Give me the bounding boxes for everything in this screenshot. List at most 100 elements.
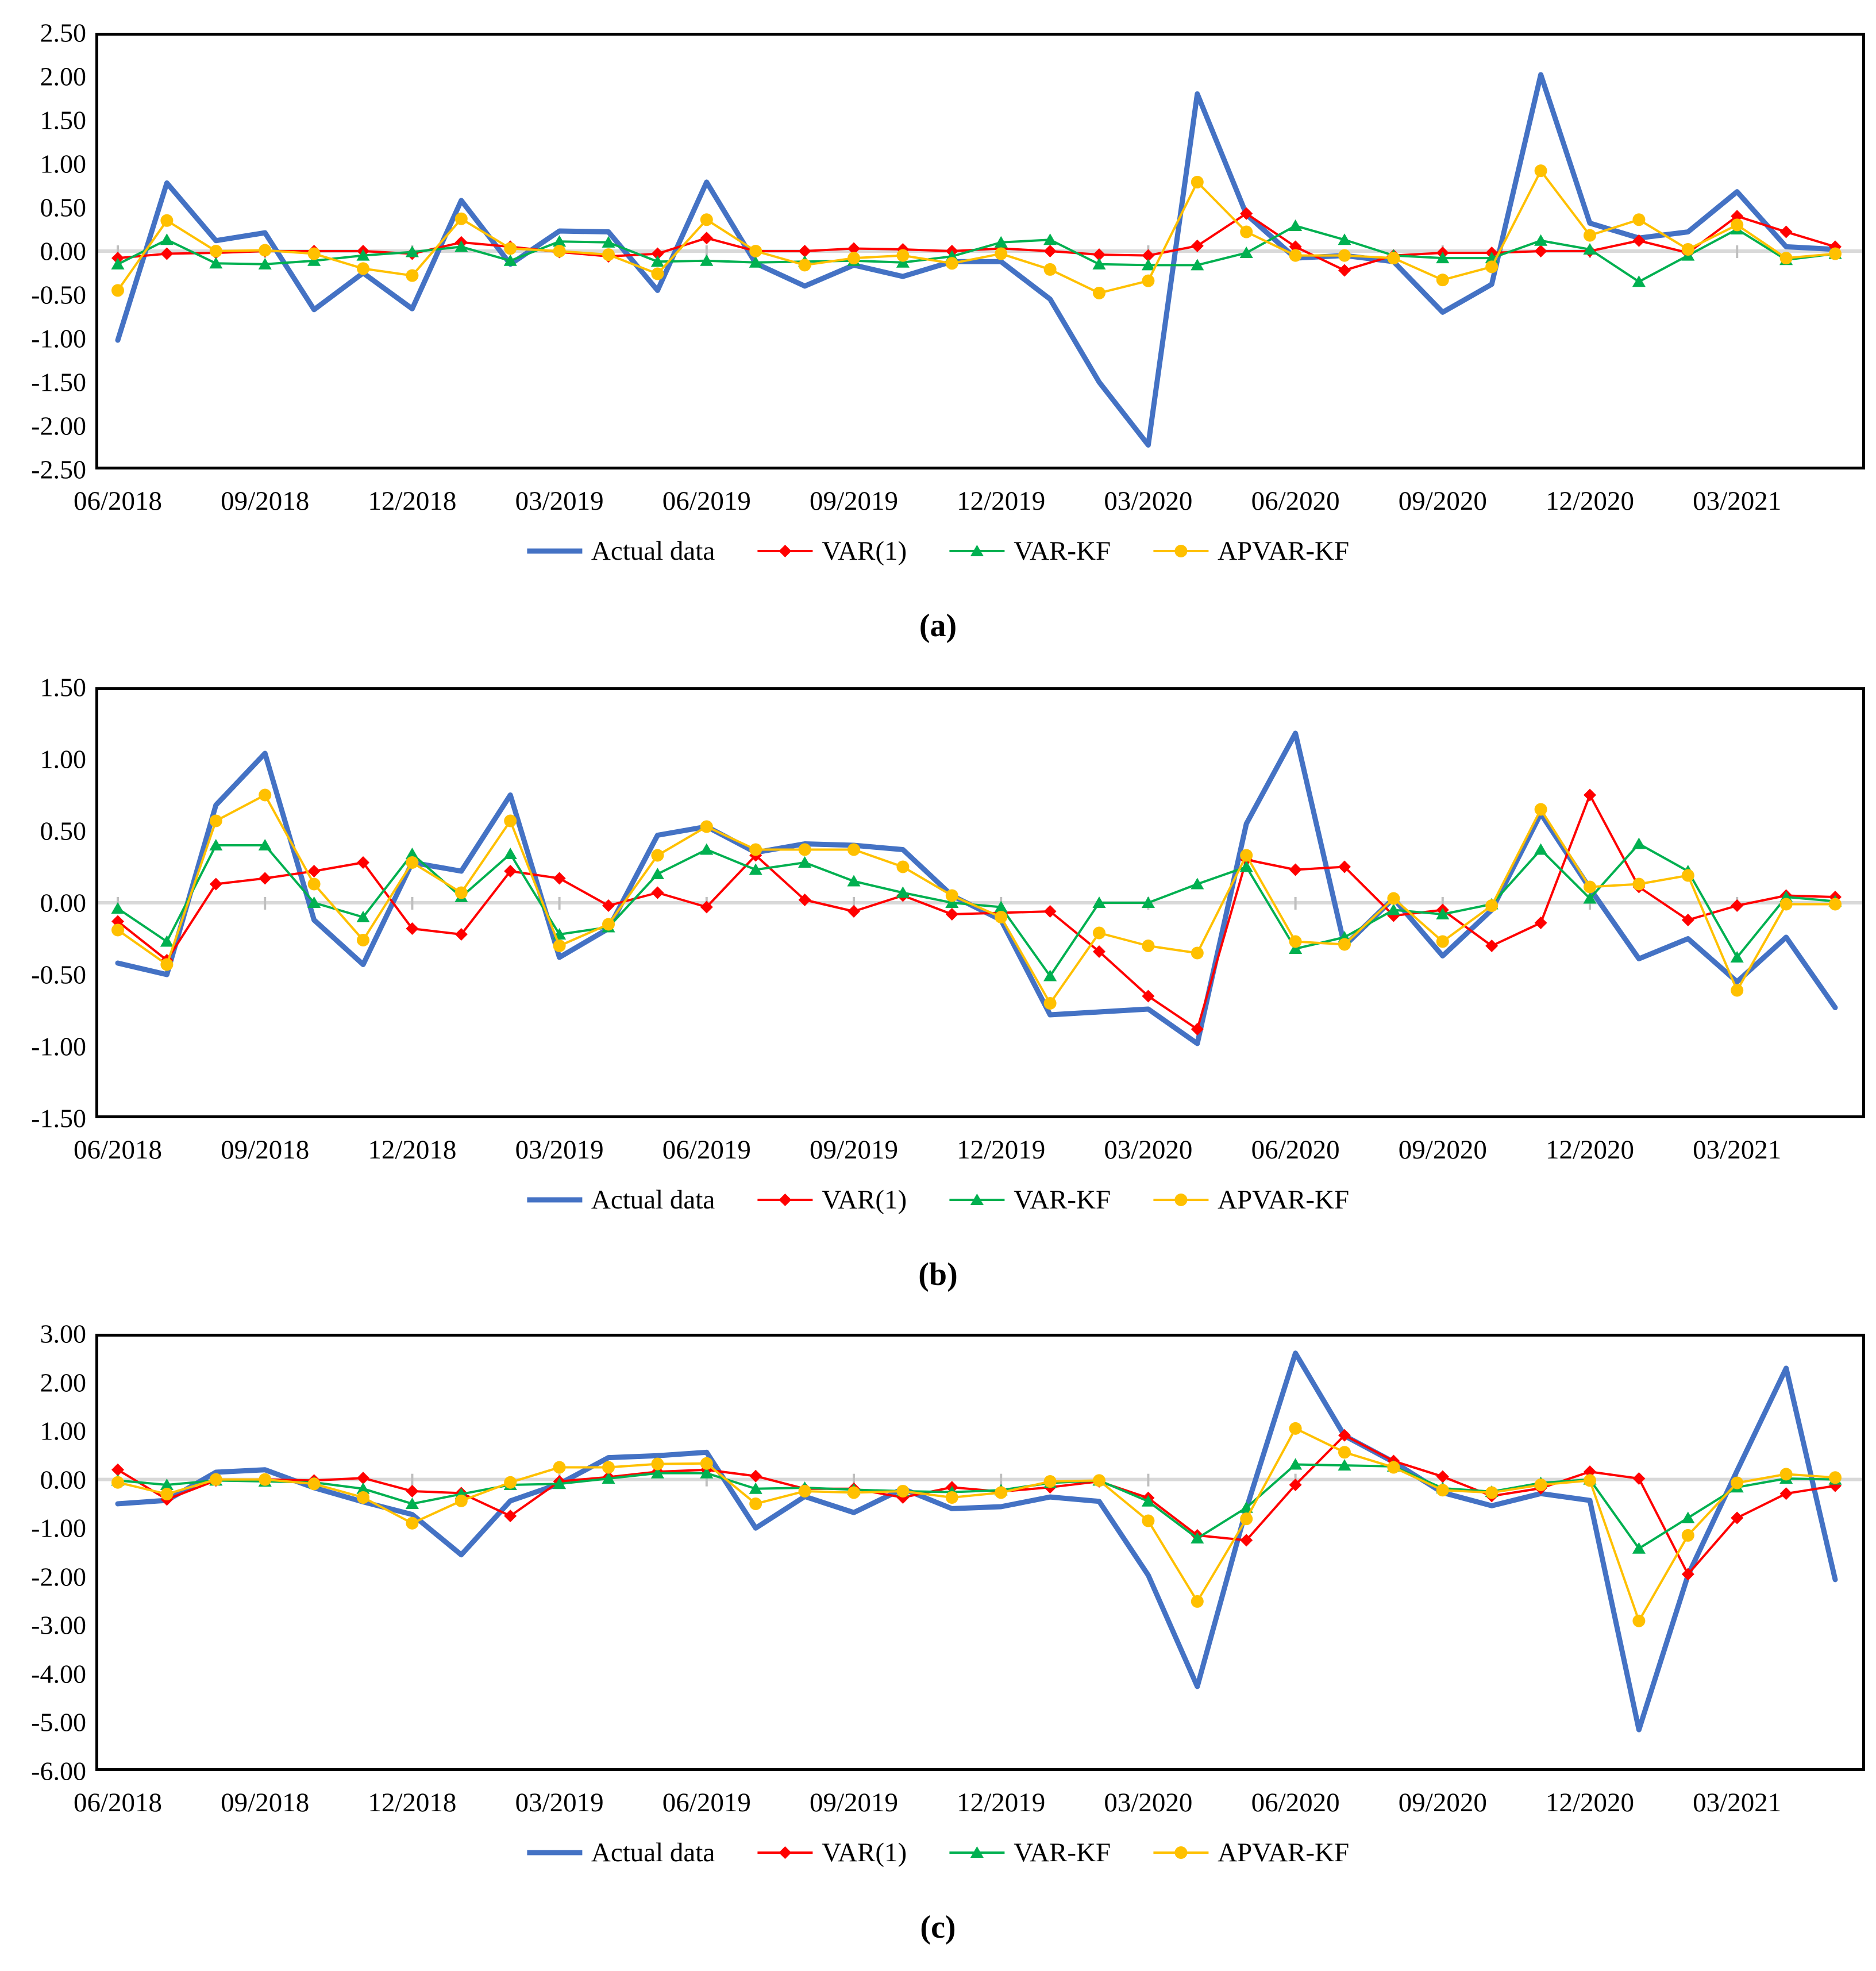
varkf-marker <box>1632 837 1646 849</box>
apvarkf-marker <box>1436 1484 1449 1497</box>
legend-line-sample <box>949 1199 1005 1201</box>
apvarkf-marker <box>1240 849 1253 862</box>
y-axis-label: -1.00 <box>31 324 86 353</box>
var1-marker <box>848 905 860 918</box>
series-line-actual <box>115 730 1838 1046</box>
apvarkf-marker <box>1829 1471 1842 1484</box>
series-markers-varkf <box>111 1458 1842 1554</box>
legend-label-var1: VAR(1) <box>822 1838 907 1868</box>
varkf-marker <box>1092 896 1106 908</box>
var1-marker <box>357 856 369 869</box>
apvarkf-marker <box>1829 247 1842 260</box>
x-axis-label: 03/2019 <box>515 1788 604 1818</box>
x-axis-label: 12/2018 <box>368 1135 457 1165</box>
var1-marker <box>1043 245 1057 257</box>
chart-c-plot <box>95 1334 1865 1771</box>
var1-marker <box>945 245 958 257</box>
apvarkf-marker <box>602 1461 615 1474</box>
var1-marker <box>1436 1470 1449 1483</box>
varkf-marker <box>1141 259 1155 271</box>
series-line-actual <box>115 1350 1838 1733</box>
apvarkf-marker <box>357 1491 369 1504</box>
series-markers-varkf <box>111 837 1842 981</box>
var1-marker <box>1584 1465 1596 1479</box>
varkf-marker <box>650 1466 664 1479</box>
var1-marker <box>209 247 222 260</box>
varkf-marker <box>602 1472 615 1484</box>
apvarkf-marker <box>1829 898 1842 911</box>
apvarkf-marker <box>1191 946 1204 960</box>
varkf-marker <box>1191 1531 1204 1543</box>
x-axis-label: 09/2019 <box>809 1135 899 1165</box>
var1-marker <box>1731 899 1744 912</box>
apvarkf-marker <box>798 259 811 272</box>
y-axis-label: -1.00 <box>31 1031 86 1061</box>
apvarkf-marker <box>1584 1474 1596 1487</box>
varkf-marker <box>1583 242 1597 255</box>
apvarkf-marker <box>945 257 958 270</box>
y-axis-label: -4.00 <box>31 1659 86 1689</box>
legend: Actual data VAR(1) VAR-KF APVAR-KF <box>526 1837 1349 1868</box>
apvarkf-marker <box>1485 260 1499 274</box>
varkf-marker <box>1092 257 1106 270</box>
var1-marker <box>1240 207 1253 220</box>
apvarkf-marker <box>1338 938 1351 951</box>
legend-line-sample <box>757 1199 813 1201</box>
y-axis-label: 0.00 <box>40 888 87 918</box>
varkf-marker <box>945 896 959 908</box>
var1-marker <box>1731 210 1744 223</box>
legend-label-actual: Actual data <box>591 536 715 566</box>
legend-label-apvarkf: APVAR-KF <box>1218 1185 1350 1215</box>
x-axis-label: 09/2019 <box>809 1788 899 1818</box>
apvarkf-marker <box>995 911 1008 923</box>
apvarkf-marker <box>1731 984 1744 997</box>
apvarkf-marker <box>111 923 124 937</box>
apvarkf-marker <box>1584 229 1596 242</box>
y-axis-label: -1.50 <box>31 1103 86 1133</box>
var1-marker <box>1338 1429 1351 1442</box>
varkf-marker <box>1583 892 1597 904</box>
apvarkf-marker <box>504 242 517 255</box>
var1-marker <box>896 1491 910 1504</box>
legend-line-sample <box>757 1851 813 1854</box>
varkf-marker <box>1289 219 1303 231</box>
apvarkf-legend-symbol <box>1153 542 1209 560</box>
apvarkf-marker <box>1043 1475 1057 1488</box>
varkf-marker <box>994 900 1008 913</box>
y-axis-label: -0.50 <box>31 280 86 310</box>
varkf-marker <box>1386 903 1400 915</box>
varkf-marker <box>307 254 321 266</box>
var1-marker <box>1681 247 1694 260</box>
series-line-apvarkf <box>117 794 1836 1004</box>
varkf-marker <box>1092 1474 1106 1486</box>
var1-marker <box>1632 234 1646 247</box>
apvarkf-marker <box>1240 225 1253 238</box>
y-axis-label: 0.00 <box>40 236 87 266</box>
varkf-marker <box>896 886 910 898</box>
y-axis-label: 2.00 <box>40 61 87 91</box>
x-axis-label: 03/2020 <box>1104 1135 1193 1165</box>
varkf-marker <box>1583 1473 1597 1485</box>
apvarkf-marker <box>357 262 369 275</box>
varkf-marker <box>258 1475 272 1487</box>
y-axis-label: -2.50 <box>31 455 86 484</box>
var1-marker <box>160 954 174 967</box>
varkf-marker <box>356 1482 370 1494</box>
apvarkf-marker <box>1142 940 1155 952</box>
apvarkf-marker <box>1632 213 1646 226</box>
y-axis-label: -2.00 <box>31 1562 86 1592</box>
legend-line-sample <box>1153 1851 1209 1854</box>
apvarkf-marker <box>896 860 910 873</box>
varkf-marker <box>160 935 174 947</box>
var1-marker <box>1240 1534 1253 1547</box>
var1-marker <box>111 1463 124 1476</box>
y-axis-label: 1.50 <box>40 105 87 135</box>
apvarkf-marker <box>896 1484 910 1498</box>
series-markers-var1 <box>111 207 1842 277</box>
apvarkf-legend-marker <box>1174 545 1188 557</box>
var1-marker <box>111 252 124 265</box>
apvarkf-marker <box>995 247 1008 260</box>
y-axis-label: -3.00 <box>31 1610 86 1640</box>
varkf-marker <box>1386 249 1400 261</box>
